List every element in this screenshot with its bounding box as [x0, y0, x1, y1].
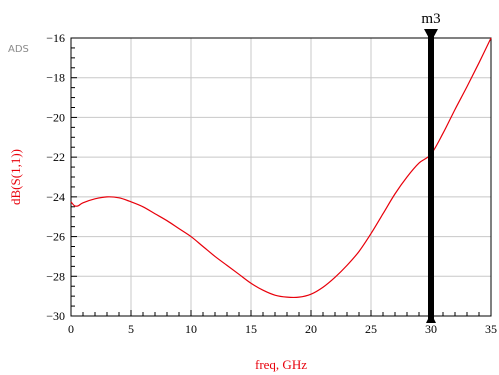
x-tick-label: 25: [365, 322, 377, 336]
y-tick-label: −16: [46, 31, 65, 45]
y-axis-label: dB(S(1,1)): [8, 149, 23, 205]
y-tick-label: −24: [46, 190, 65, 204]
tick-labels: 0 5 10 15 20 25 30 35 −30 −28 −26 −24 −22 −20 −18 −16: [46, 31, 497, 336]
y-tick-label: −30: [46, 309, 65, 323]
x-tick-label: 35: [485, 322, 497, 336]
marker-bottom-triangle[interactable]: [426, 313, 436, 323]
series-line: [70, 37, 492, 299]
ads-logo: ADS: [8, 44, 29, 55]
x-axis-label: freq, GHz: [255, 357, 307, 372]
marker-layer[interactable]: m3: [421, 11, 441, 323]
marker-top-triangle[interactable]: [424, 29, 438, 42]
y-tick-label: −20: [46, 110, 65, 124]
y-tick-label: −26: [46, 230, 65, 244]
marker-label[interactable]: m3: [421, 11, 440, 27]
x-tick-label: 0: [68, 322, 74, 336]
y-tick-label: −22: [46, 150, 65, 164]
plot-area: [70, 37, 492, 317]
series-layer: [70, 37, 492, 299]
x-tick-label: 20: [305, 322, 317, 336]
y-tick-label: −18: [46, 71, 65, 85]
x-tick-label: 10: [185, 322, 197, 336]
y-tick-label: −28: [46, 269, 65, 283]
x-tick-label: 5: [128, 322, 134, 336]
x-tick-label: 15: [245, 322, 257, 336]
x-tick-label: 30: [425, 322, 437, 336]
